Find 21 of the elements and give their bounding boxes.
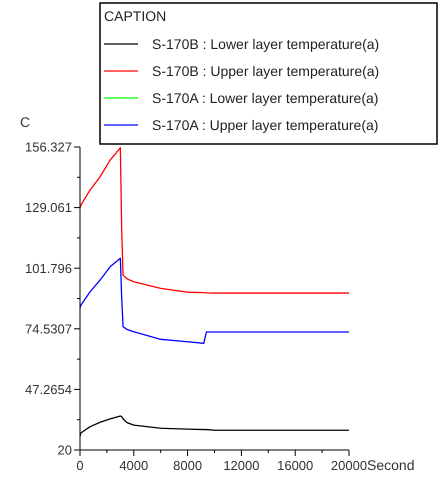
x-tick-label: 20000 (330, 458, 368, 473)
legend-label: S-170A : Lower layer temperature(a) (152, 90, 378, 106)
y-tick-label: 74.5307 (25, 321, 72, 336)
y-tick-label: 101.796 (25, 260, 72, 276)
y-tick-label: 129.061 (25, 200, 72, 216)
y-tick-label: 47.2654 (25, 382, 72, 397)
legend-label: S-170B : Lower layer temperature(a) (152, 36, 380, 52)
x-tick-label: 0 (76, 458, 84, 473)
x-tick-label: 16000 (277, 458, 314, 473)
x-tick-label: 12000 (223, 458, 260, 473)
x-tick-label: 8000 (173, 458, 202, 473)
y-axis-title: C (20, 114, 30, 130)
line-series (79, 258, 350, 344)
legend-title: CAPTION (104, 8, 166, 24)
line-series (79, 147, 350, 294)
x-tick-label: 4000 (119, 458, 148, 473)
y-tick-label: 156.327 (25, 140, 72, 155)
legend-label: S-170B : Upper layer temperature(a) (152, 62, 380, 79)
y-tick-label: 20 (58, 442, 72, 458)
legend-label: S-170A : Upper layer temperature(a) (152, 116, 378, 133)
x-axis-title: Second (367, 457, 414, 473)
